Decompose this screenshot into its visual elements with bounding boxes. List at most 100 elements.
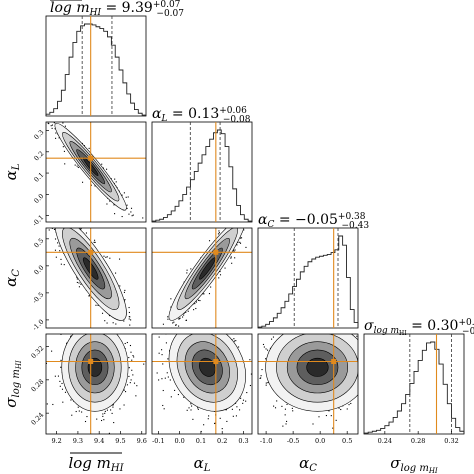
scatter-point — [130, 211, 132, 213]
scatter-point — [232, 415, 234, 417]
scatter-point — [92, 332, 93, 333]
x-tick-label: 0.5 — [342, 437, 352, 445]
scatter-point — [272, 336, 275, 338]
scatter-point — [153, 321, 154, 322]
scatter-point — [238, 445, 239, 446]
hist-step-alphaC — [257, 235, 359, 328]
y-tick-label: -1.0 — [31, 318, 46, 333]
scatter-point — [254, 210, 255, 211]
scatter-point — [46, 362, 47, 364]
panel-frame — [151, 227, 253, 329]
scatter-point — [331, 330, 332, 331]
scatter-point — [309, 328, 310, 329]
scatter-point — [56, 204, 57, 205]
y-tick-label: 0.32 — [30, 344, 46, 360]
scatter-point — [362, 370, 363, 371]
scatter-point — [60, 220, 61, 221]
scatter-point — [96, 418, 98, 420]
scatter-point — [201, 328, 202, 329]
scatter-point — [249, 359, 251, 361]
scatter-point — [56, 226, 57, 227]
y-tick-label: 0.3 — [32, 128, 45, 141]
scatter-point — [369, 374, 370, 375]
x-tick-label: 9.6 — [137, 437, 147, 445]
scatter-point — [54, 238, 57, 240]
scatter-point — [52, 203, 53, 204]
scatter-point — [310, 324, 311, 325]
scatter-point — [183, 396, 185, 398]
scatter-point — [233, 338, 235, 340]
scatter-point — [194, 303, 196, 305]
scatter-point — [128, 375, 130, 377]
scatter-point — [94, 185, 96, 187]
scatter-point — [286, 403, 288, 405]
y-tick-label: 0.28 — [30, 378, 46, 394]
truth-marker — [88, 359, 94, 364]
scatter-point — [158, 379, 160, 381]
scatter-point — [253, 208, 254, 209]
scatter-point — [130, 319, 132, 321]
scatter-point — [362, 338, 363, 339]
scatter-point — [58, 120, 59, 121]
scatter-point — [105, 322, 106, 323]
scatter-point — [162, 389, 164, 392]
scatter-point — [78, 410, 80, 412]
scatter-point — [231, 262, 233, 264]
scatter-point — [124, 342, 126, 345]
scatter-point — [118, 258, 121, 260]
scatter-point — [73, 218, 74, 219]
scatter-point — [367, 339, 368, 340]
scatter-point — [76, 278, 78, 280]
scatter-point — [59, 216, 60, 217]
x-tick-label: 0.3 — [238, 437, 248, 445]
scatter-panel-logm-alphaL — [45, 120, 147, 223]
scatter-point — [303, 310, 304, 311]
scatter-point — [183, 320, 184, 321]
scatter-point — [55, 256, 57, 258]
scatter-point — [98, 313, 99, 314]
scatter-point — [178, 325, 180, 327]
scatter-point — [229, 321, 230, 322]
scatter-point — [132, 214, 134, 216]
y-axis-label-alphaL: αL — [2, 163, 22, 180]
scatter-point — [90, 184, 92, 186]
scatter-point — [103, 419, 105, 421]
scatter-point — [261, 368, 263, 371]
scatter-point — [104, 332, 105, 333]
scatter-point — [285, 423, 287, 425]
scatter-point — [53, 213, 54, 214]
scatter-point — [201, 324, 202, 325]
scatter-point — [136, 385, 138, 387]
scatter-point — [50, 204, 51, 205]
y-tick-label: -0.5 — [31, 291, 46, 306]
scatter-point — [260, 192, 261, 193]
scatter-point — [237, 220, 238, 221]
scatter-point — [320, 333, 321, 334]
x-tick-label: -0.5 — [287, 437, 300, 445]
scatter-point — [233, 249, 235, 251]
scatter-point — [233, 340, 236, 342]
scatter-point — [223, 324, 224, 325]
scatter-point — [228, 332, 229, 333]
scatter-point — [366, 354, 367, 355]
scatter-point — [265, 384, 267, 386]
scatter-point — [192, 321, 193, 322]
scatter-point — [106, 409, 108, 411]
scatter-point — [63, 150, 65, 152]
scatter-point — [102, 329, 103, 330]
scatter-point — [325, 414, 327, 417]
scatter-point — [51, 127, 53, 129]
scatter-point — [260, 203, 261, 204]
scatter-point — [76, 165, 78, 167]
scatter-point — [250, 212, 251, 213]
scatter-point — [361, 394, 362, 395]
scatter-point — [309, 331, 310, 332]
scatter-point — [314, 310, 315, 311]
scatter-point — [328, 410, 330, 412]
scatter-point — [253, 209, 254, 210]
scatter-point — [62, 146, 64, 148]
scatter-point — [101, 163, 103, 165]
scatter-point — [363, 387, 364, 388]
scatter-point — [260, 377, 262, 379]
scatter-point — [324, 329, 325, 330]
